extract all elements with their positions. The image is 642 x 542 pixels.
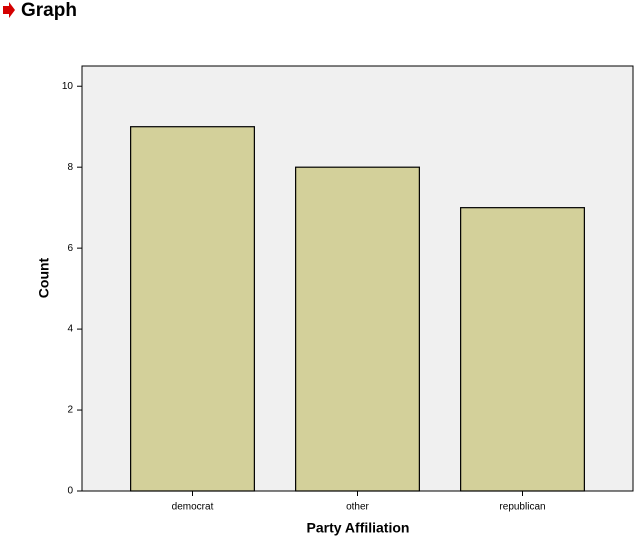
- x-tick-label: other: [346, 502, 369, 513]
- y-axis-label: Count: [36, 257, 52, 298]
- y-tick-label: 10: [62, 81, 74, 92]
- x-tick-label: republican: [499, 502, 545, 513]
- y-tick-label: 4: [67, 324, 73, 335]
- y-tick-label: 8: [67, 162, 73, 173]
- x-tick-label: democrat: [172, 502, 214, 513]
- bar: [460, 207, 585, 492]
- chart-title: Graph: [21, 0, 77, 21]
- y-tick-label: 0: [67, 486, 73, 497]
- bar: [295, 166, 420, 492]
- y-tick-label: 6: [67, 243, 73, 254]
- x-axis-label: Party Affiliation: [307, 520, 410, 536]
- header-arrow: [3, 2, 15, 18]
- bar: [130, 126, 255, 492]
- y-tick-label: 2: [67, 405, 73, 416]
